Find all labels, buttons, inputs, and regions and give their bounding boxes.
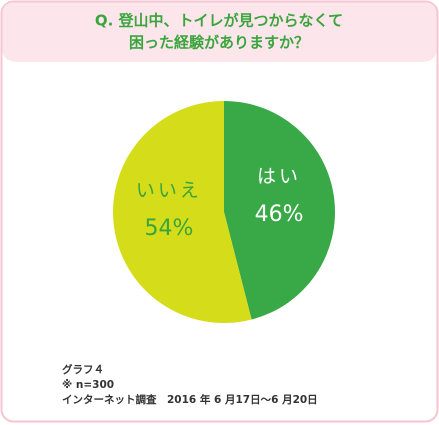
slice-label: いいえ xyxy=(136,179,202,201)
note: インターネット調査 2016 年 6 月17日～6 月20日 xyxy=(62,393,318,406)
chart-title: Q. 登山中、トイレが見つからなくて xyxy=(95,12,343,30)
note: ※ n=300 xyxy=(62,379,114,391)
pie: はい 46% いいえ 54% xyxy=(113,101,335,323)
slice-label: はい xyxy=(257,166,301,188)
value-label: 54% xyxy=(144,216,193,241)
pie-slice xyxy=(113,101,252,323)
pie-slice xyxy=(224,101,335,320)
header-band xyxy=(2,2,437,62)
value-label: 46% xyxy=(255,202,304,227)
chart-title: 困った経験がありますか？ xyxy=(129,34,309,52)
note: グラフ４ xyxy=(62,363,104,376)
